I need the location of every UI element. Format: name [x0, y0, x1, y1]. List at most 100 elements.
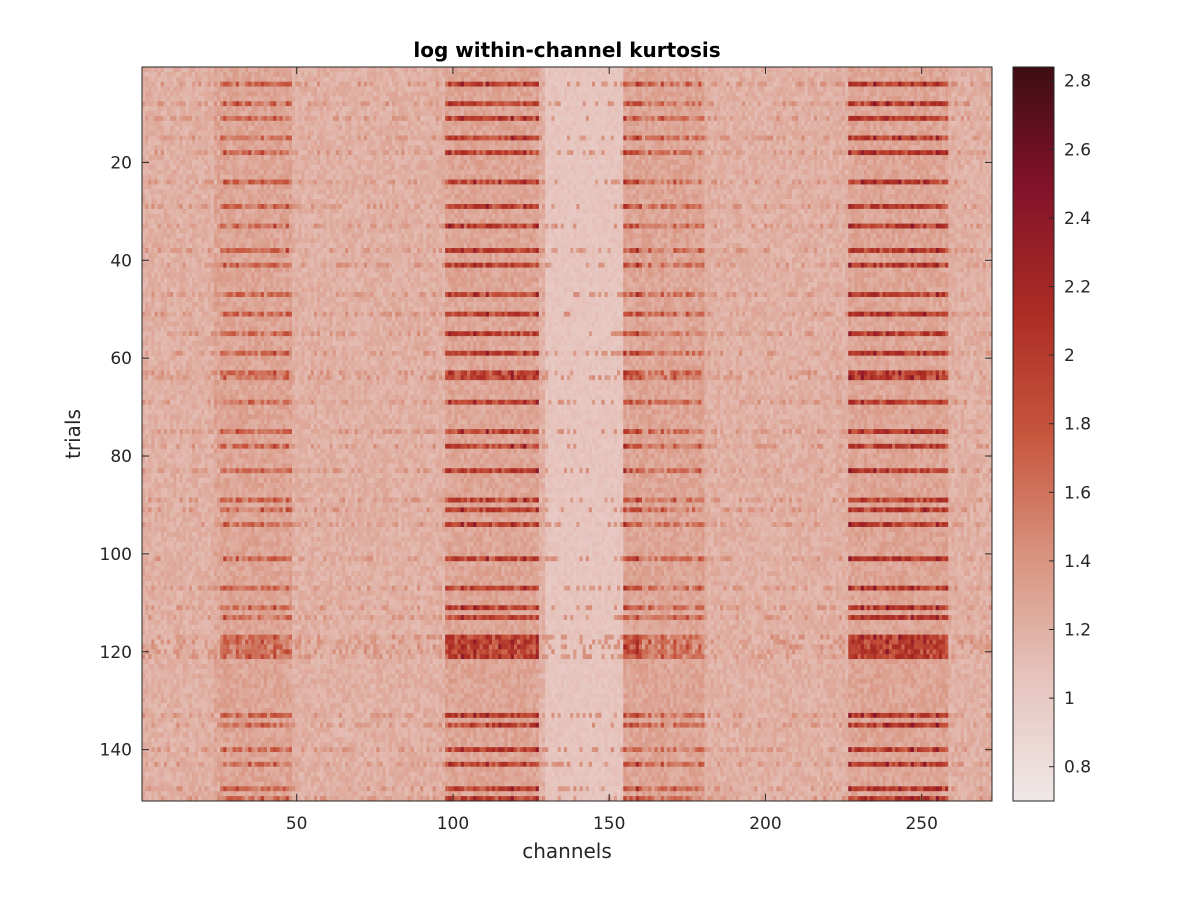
heatmap-cell — [845, 67, 848, 72]
heatmap-cell — [142, 72, 145, 77]
heatmap-cell — [833, 67, 836, 72]
heatmap-cell — [161, 82, 164, 87]
heatmap-cell — [498, 67, 501, 72]
heatmap-cell — [392, 77, 395, 82]
heatmap-cell — [914, 72, 917, 77]
heatmap-cell — [276, 72, 279, 77]
heatmap-cell — [470, 67, 473, 72]
heatmap-cell — [673, 72, 676, 77]
heatmap-cell — [320, 77, 323, 82]
heatmap-cell — [630, 72, 633, 77]
heatmap-cell — [983, 77, 986, 82]
heatmap-cell — [886, 72, 889, 77]
heatmap-cell — [480, 67, 483, 72]
heatmap-cell — [967, 77, 970, 82]
heatmap-cell — [358, 72, 361, 77]
heatmap-cell — [792, 67, 795, 72]
heatmap-cell — [242, 72, 245, 77]
heatmap-cell — [195, 67, 198, 72]
heatmap-cell — [395, 77, 398, 82]
heatmap-cell — [330, 72, 333, 77]
heatmap-cell — [895, 77, 898, 82]
heatmap-cell — [342, 77, 345, 82]
heatmap-cell — [336, 77, 339, 82]
heatmap-cell — [320, 82, 323, 87]
heatmap-cell — [314, 72, 317, 77]
heatmap-cell — [576, 77, 579, 82]
heatmap-cell — [826, 67, 829, 72]
heatmap-cell — [861, 77, 864, 82]
heatmap-cell — [758, 77, 761, 82]
heatmap-cell — [767, 77, 770, 82]
heatmap-cell — [726, 72, 729, 77]
heatmap-cell — [817, 72, 820, 77]
heatmap-cell — [576, 67, 579, 72]
heatmap-cell — [933, 67, 936, 72]
heatmap-cell — [611, 77, 614, 82]
heatmap-cell — [261, 67, 264, 72]
heatmap-cell — [192, 77, 195, 82]
heatmap-cell — [930, 72, 933, 77]
heatmap-cell — [251, 72, 254, 77]
heatmap-cell — [945, 67, 948, 72]
heatmap-cell — [826, 72, 829, 77]
heatmap-cell — [195, 77, 198, 82]
heatmap-cell — [367, 77, 370, 82]
heatmap-cell — [339, 67, 342, 72]
heatmap-cell — [695, 77, 698, 82]
heatmap-cell — [701, 72, 704, 77]
heatmap-cell — [326, 67, 329, 72]
heatmap-cell — [514, 72, 517, 77]
heatmap-cell — [467, 67, 470, 72]
heatmap-cell — [417, 77, 420, 82]
heatmap-cell — [836, 77, 839, 82]
heatmap-cell — [586, 72, 589, 77]
heatmap-cell — [380, 67, 383, 72]
heatmap-cell — [489, 67, 492, 72]
heatmap-cell — [426, 77, 429, 82]
heatmap-cell — [842, 77, 845, 82]
heatmap-cell — [611, 72, 614, 77]
heatmap-cell — [517, 77, 520, 82]
heatmap-cell — [155, 67, 158, 72]
heatmap-cell — [436, 72, 439, 77]
heatmap-cell — [908, 77, 911, 82]
heatmap-cell — [214, 77, 217, 82]
heatmap-cell — [342, 67, 345, 72]
heatmap-cell — [626, 77, 629, 82]
heatmap-cell — [670, 77, 673, 82]
heatmap-cell — [305, 67, 308, 72]
heatmap-cell — [245, 82, 248, 87]
heatmap-cell — [205, 67, 208, 72]
heatmap-cell — [320, 72, 323, 77]
heatmap-cell — [211, 67, 214, 72]
heatmap-cell — [808, 72, 811, 77]
heatmap-cell — [351, 77, 354, 82]
heatmap-cell — [586, 77, 589, 82]
heatmap-cell — [564, 67, 567, 72]
heatmap-cell — [973, 77, 976, 82]
heatmap-cell — [267, 82, 270, 87]
heatmap-cell — [964, 67, 967, 72]
heatmap-cell — [276, 67, 279, 72]
heatmap-cell — [936, 72, 939, 77]
heatmap-cell — [864, 72, 867, 77]
heatmap-cell — [273, 77, 276, 82]
heatmap-cell — [398, 72, 401, 77]
heatmap-cell — [223, 82, 226, 87]
heatmap-cell — [889, 72, 892, 77]
heatmap-cell — [423, 77, 426, 82]
heatmap-cell — [155, 82, 158, 87]
heatmap-cell — [620, 67, 623, 72]
heatmap-cell — [311, 72, 314, 77]
heatmap-cell — [176, 72, 179, 77]
heatmap-cell — [523, 72, 526, 77]
heatmap-cell — [751, 72, 754, 77]
heatmap-cell — [598, 67, 601, 72]
heatmap-cell — [858, 72, 861, 77]
heatmap-cell — [836, 67, 839, 72]
heatmap-cell — [223, 77, 226, 82]
heatmap-cell — [570, 72, 573, 77]
heatmap-cell — [151, 82, 154, 87]
heatmap-cell — [408, 77, 411, 82]
